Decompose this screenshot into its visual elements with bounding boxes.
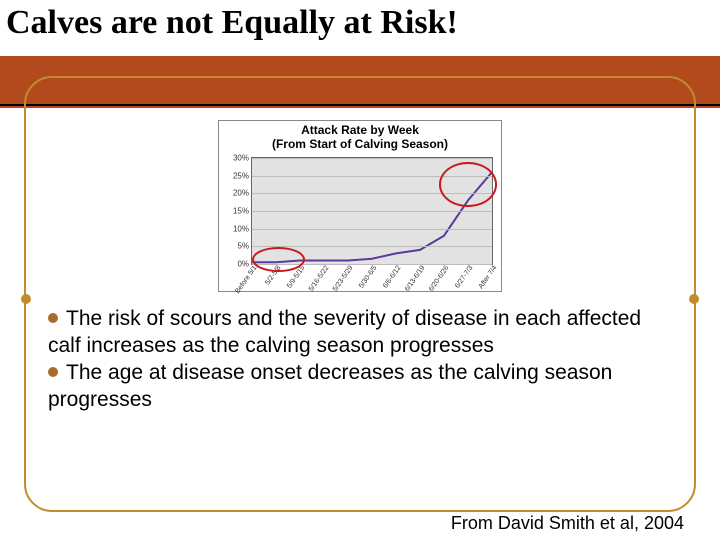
x-tick-label: 5/23-5/29	[331, 264, 355, 293]
y-tick-label: 15%	[233, 207, 252, 216]
y-tick-label: 20%	[233, 189, 252, 198]
x-tick-label: 6/6-6/12	[381, 264, 402, 290]
y-tick-label: 30%	[233, 154, 252, 163]
citation: From David Smith et al, 2004	[451, 513, 684, 534]
bullet-icon	[48, 367, 58, 377]
slide-title: Calves are not Equally at Risk!	[6, 4, 458, 42]
bullet-text: The risk of scours and the severity of d…	[48, 307, 641, 357]
chart-plot-area: 0%5%10%15%20%25%30%Before 5/15/2-5/85/9-…	[251, 157, 493, 265]
panel-dot-left	[21, 294, 31, 304]
list-item: The risk of scours and the severity of d…	[48, 306, 668, 360]
y-tick-label: 5%	[237, 242, 252, 251]
x-tick-label: 6/27-7/3	[453, 264, 474, 290]
grid-line	[252, 229, 492, 230]
x-tick-label: Before 5/1	[233, 264, 258, 295]
chart: Attack Rate by Week (From Start of Calvi…	[218, 120, 502, 292]
bullet-text: The age at disease onset decreases as th…	[48, 361, 612, 411]
y-tick-label: 25%	[233, 171, 252, 180]
grid-line	[252, 211, 492, 212]
x-tick-label: After 7/4	[477, 264, 499, 290]
chart-subtitle: (From Start of Calving Season)	[219, 137, 501, 151]
bullet-icon	[48, 313, 58, 323]
x-tick-label: 6/20-6/26	[427, 264, 451, 293]
list-item: The age at disease onset decreases as th…	[48, 360, 668, 414]
x-tick-label: 6/13-6/19	[403, 264, 427, 293]
grid-line	[252, 158, 492, 159]
y-tick-label: 10%	[233, 224, 252, 233]
panel-dot-right	[689, 294, 699, 304]
bullet-list: The risk of scours and the severity of d…	[48, 306, 668, 414]
annotation-ellipse	[439, 162, 497, 207]
x-tick-label: 5/16-5/22	[307, 264, 331, 293]
x-tick-label: 5/30-6/5	[357, 264, 378, 290]
chart-title: Attack Rate by Week	[219, 121, 501, 137]
